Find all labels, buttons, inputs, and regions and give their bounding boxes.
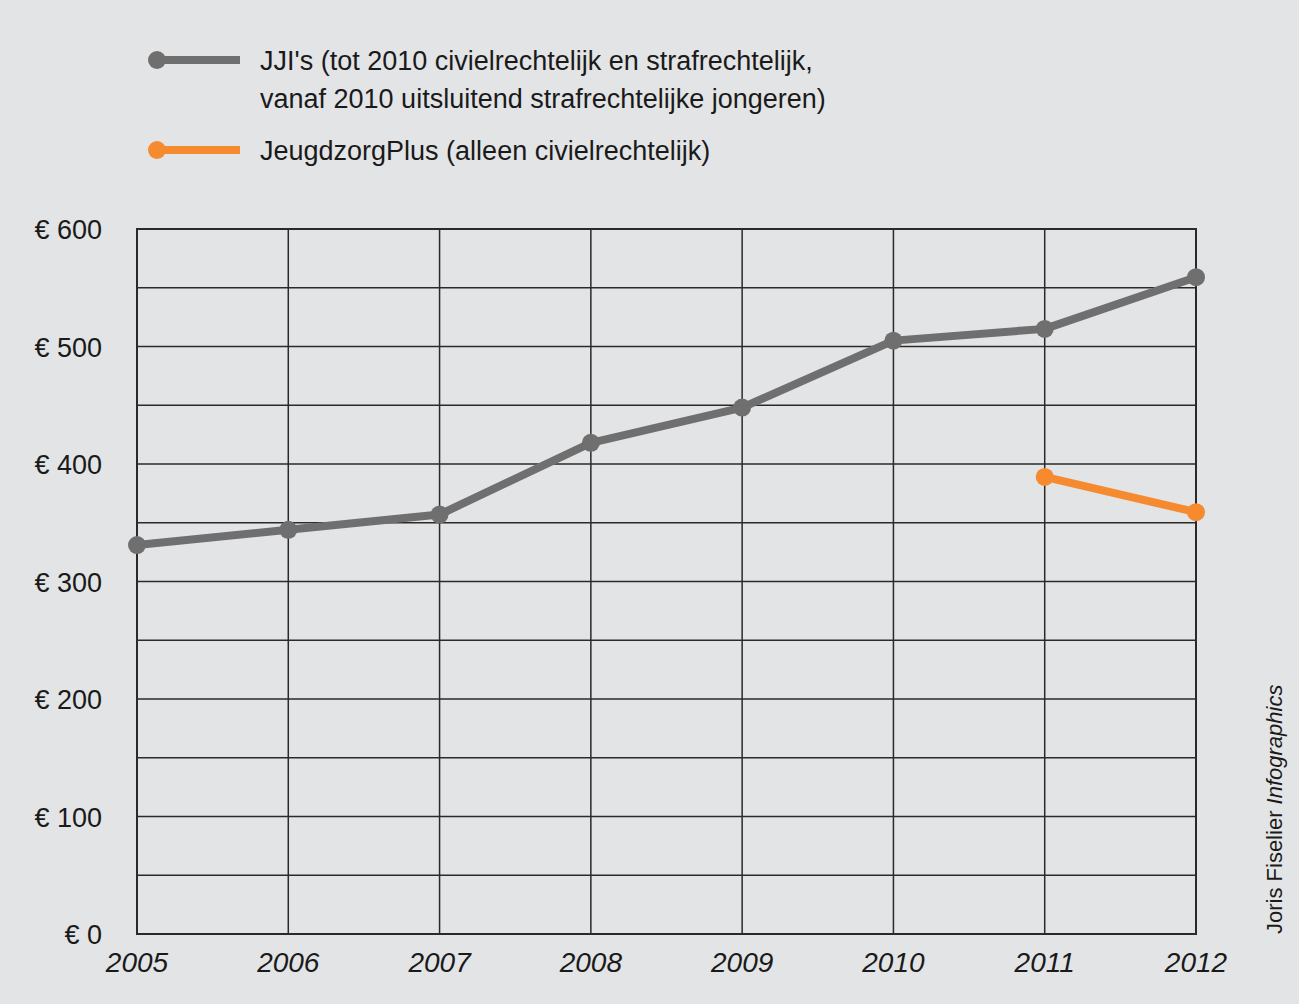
x-tick-label: 2006 [256, 947, 320, 978]
minor-grid-line [137, 405, 1196, 407]
category-grid-line [439, 229, 441, 934]
x-tick-label: 2007 [407, 947, 472, 978]
data [128, 268, 1205, 554]
category-grid-line [288, 229, 290, 934]
x-tick-label: 2008 [559, 947, 623, 978]
x-tick-label: 2009 [710, 947, 773, 978]
credit: Joris Fiselier Infographics [1262, 685, 1287, 934]
credit-part: Joris Fiselier [1262, 811, 1287, 934]
minor-grid-line [137, 875, 1196, 877]
minor-grid-line [137, 522, 1196, 524]
minor-grid-line [137, 287, 1196, 289]
credit-part: Infographics [1262, 685, 1287, 811]
category-grid-line [741, 229, 743, 934]
series-marker [1036, 320, 1054, 338]
legend-label: JJI's (tot 2010 civielrechtelijk en stra… [260, 46, 826, 114]
grid [137, 229, 1196, 934]
legend-marker [148, 51, 166, 69]
series-marker [884, 332, 902, 350]
series-marker [279, 521, 297, 539]
legend-marker [148, 141, 166, 159]
x-tick-label: 2010 [861, 947, 925, 978]
series-marker [431, 506, 449, 524]
y-tick-label: € 0 [64, 920, 102, 950]
grid-line [137, 463, 1196, 465]
series-line [137, 277, 1196, 545]
category-grid-line [590, 229, 592, 934]
legend-line [157, 56, 240, 64]
y-tick-label: € 500 [34, 333, 102, 363]
series-marker [1187, 268, 1205, 286]
y-tick-label: € 100 [34, 803, 102, 833]
series-marker [582, 434, 600, 452]
y-tick-label: € 400 [34, 450, 102, 480]
series-marker [128, 536, 146, 554]
grid-line [137, 346, 1196, 348]
minor-grid-line [137, 640, 1196, 642]
x-tick-label: 2005 [105, 947, 169, 978]
series-marker [1187, 503, 1205, 521]
grid-line [137, 581, 1196, 583]
y-tick-label: € 200 [34, 685, 102, 715]
grid-line [137, 816, 1196, 818]
x-tick-label: 2011 [1014, 947, 1075, 978]
series-marker [1036, 468, 1054, 486]
series-line [1045, 477, 1196, 512]
legend-line [157, 146, 240, 154]
y-tick-label: € 600 [34, 215, 102, 245]
chart: € 0 € 100 € 200 € 300 € 400 € 500 € 600 2005 200… [0, 0, 1299, 1004]
y-tick-label: € 300 [34, 568, 102, 598]
plot-frame [137, 229, 1196, 934]
legend: JJI's (tot 2010 civielrechtelijk en stra… [148, 46, 826, 166]
grid-line [137, 698, 1196, 700]
series-marker [733, 399, 751, 417]
x-tick-label: 2012 [1164, 947, 1228, 978]
legend-label: JeugdzorgPlus (alleen civielrechtelijk) [260, 136, 710, 166]
minor-grid-line [137, 757, 1196, 759]
